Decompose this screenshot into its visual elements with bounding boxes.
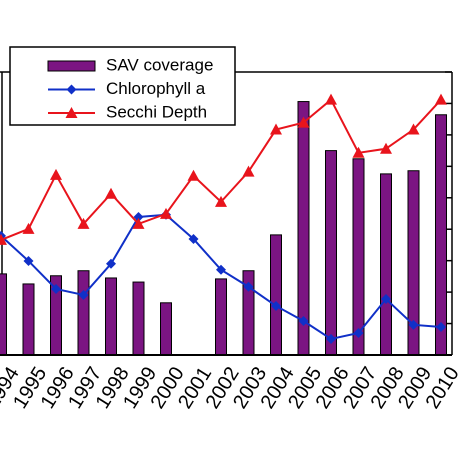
marker bbox=[271, 300, 281, 311]
marker bbox=[132, 217, 145, 229]
marker bbox=[51, 283, 61, 294]
bar bbox=[160, 302, 172, 356]
bar bbox=[132, 281, 145, 356]
marker bbox=[23, 255, 34, 266]
marker bbox=[187, 169, 200, 181]
marker bbox=[297, 116, 310, 128]
marker bbox=[298, 316, 309, 327]
bar bbox=[0, 273, 7, 356]
legend-box bbox=[9, 46, 236, 126]
bar bbox=[325, 150, 337, 356]
bar bbox=[352, 158, 365, 356]
legend-marker bbox=[65, 107, 78, 118]
legend-label: Chlorophyll a bbox=[106, 79, 206, 98]
marker bbox=[435, 93, 447, 105]
marker bbox=[243, 281, 254, 292]
marker bbox=[326, 333, 336, 344]
marker bbox=[105, 187, 117, 199]
marker bbox=[381, 294, 391, 305]
bar bbox=[435, 114, 447, 356]
legend-label: SAV coverage bbox=[106, 55, 213, 74]
marker bbox=[325, 93, 337, 105]
marker bbox=[353, 327, 364, 338]
bar bbox=[22, 283, 35, 356]
bar bbox=[77, 270, 90, 356]
legend-marker bbox=[66, 84, 77, 95]
marker bbox=[133, 211, 144, 222]
marker bbox=[22, 222, 35, 234]
marker bbox=[188, 233, 199, 244]
legend-label: Secchi Depth bbox=[106, 102, 207, 121]
marker bbox=[160, 207, 172, 219]
legend-swatch bbox=[47, 60, 96, 72]
bar bbox=[270, 234, 282, 356]
marker bbox=[50, 168, 62, 180]
marker bbox=[77, 217, 90, 229]
marker bbox=[408, 319, 419, 330]
marker bbox=[106, 258, 116, 269]
marker bbox=[0, 233, 7, 245]
marker bbox=[380, 142, 392, 154]
marker bbox=[270, 123, 282, 135]
marker bbox=[78, 289, 89, 300]
marker bbox=[352, 146, 365, 158]
marker bbox=[242, 165, 255, 177]
marker bbox=[436, 322, 446, 333]
bar bbox=[380, 173, 392, 356]
bar bbox=[105, 277, 117, 356]
bar bbox=[215, 278, 227, 356]
marker bbox=[407, 123, 420, 135]
marker bbox=[215, 195, 227, 207]
marker bbox=[216, 264, 226, 275]
